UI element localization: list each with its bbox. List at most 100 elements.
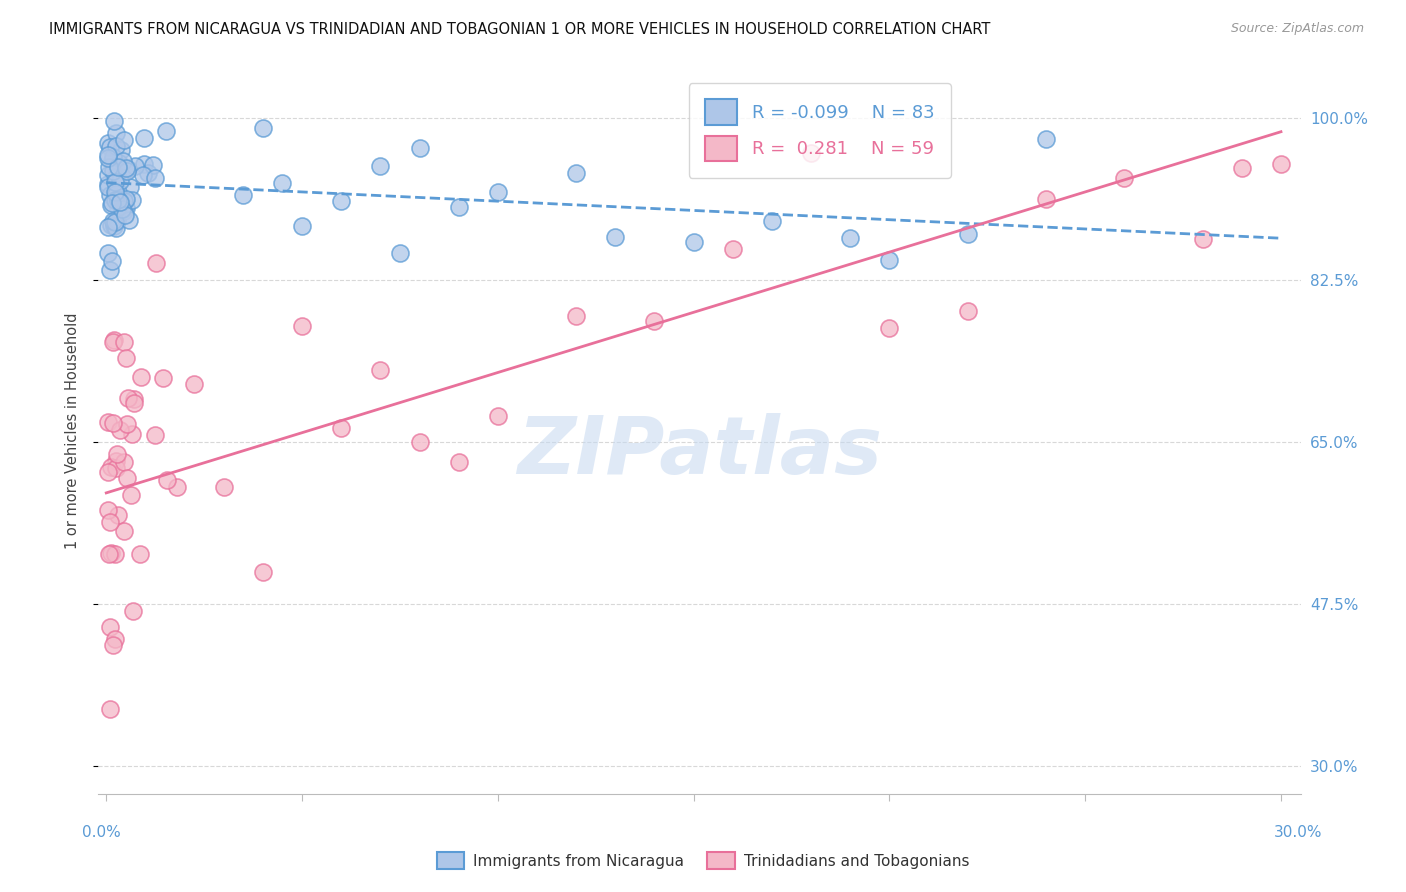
Point <box>104 127 127 141</box>
Point <box>121 426 143 441</box>
Point <box>97 179 120 194</box>
Point <box>107 200 129 214</box>
Point <box>124 159 146 173</box>
Point <box>408 435 430 450</box>
Point <box>100 218 122 232</box>
Point <box>103 416 125 430</box>
Point <box>682 235 704 249</box>
Point <box>98 547 121 561</box>
Point <box>97 502 120 516</box>
Point <box>104 215 127 229</box>
Point <box>98 620 121 634</box>
Point <box>101 163 124 178</box>
Point <box>155 124 177 138</box>
Point <box>120 488 142 502</box>
Point <box>98 140 121 154</box>
Point <box>122 603 145 617</box>
Point <box>956 304 979 318</box>
Point <box>1035 192 1057 206</box>
Point <box>486 409 509 423</box>
Point <box>156 473 179 487</box>
Point <box>252 121 274 136</box>
Point <box>132 157 155 171</box>
Point <box>115 471 138 485</box>
Point <box>103 150 125 164</box>
Point <box>142 158 165 172</box>
Point <box>252 565 274 579</box>
Legend: R = -0.099    N = 83, R =  0.281    N = 59: R = -0.099 N = 83, R = 0.281 N = 59 <box>689 83 950 178</box>
Point <box>118 180 141 194</box>
Point <box>100 701 122 715</box>
Point <box>100 197 122 211</box>
Point <box>100 460 122 475</box>
Point <box>388 245 411 260</box>
Text: Source: ZipAtlas.com: Source: ZipAtlas.com <box>1230 22 1364 36</box>
Point <box>1230 161 1253 176</box>
Point <box>370 159 392 173</box>
Point <box>447 455 470 469</box>
Point <box>97 168 120 182</box>
Point <box>839 230 862 244</box>
Point <box>1191 232 1213 246</box>
Point <box>143 170 166 185</box>
Point <box>97 246 120 260</box>
Point <box>98 263 121 277</box>
Point <box>104 547 127 561</box>
Point <box>100 153 122 168</box>
Point <box>112 204 135 219</box>
Point <box>117 161 139 176</box>
Point <box>800 145 823 160</box>
Point <box>101 253 124 268</box>
Point <box>565 309 588 323</box>
Point <box>112 524 135 538</box>
Point <box>112 455 135 469</box>
Point <box>104 461 127 475</box>
Point <box>447 200 470 214</box>
Point <box>605 230 627 244</box>
Point <box>145 427 167 442</box>
Point <box>105 169 128 184</box>
Point <box>118 212 141 227</box>
Point <box>166 480 188 494</box>
Point <box>112 153 135 168</box>
Point <box>232 188 254 202</box>
Point <box>101 335 124 350</box>
Point <box>105 213 128 227</box>
Point <box>565 166 588 180</box>
Point <box>212 480 235 494</box>
Point <box>103 114 125 128</box>
Point <box>115 192 138 206</box>
Point <box>98 160 121 174</box>
Point <box>122 392 145 406</box>
Point <box>721 242 744 256</box>
Point <box>98 188 121 202</box>
Point <box>104 138 127 153</box>
Point <box>104 187 127 202</box>
Point <box>105 193 128 207</box>
Point <box>104 632 127 646</box>
Point <box>330 421 353 435</box>
Text: IMMIGRANTS FROM NICARAGUA VS TRINIDADIAN AND TOBAGONIAN 1 OR MORE VEHICLES IN HO: IMMIGRANTS FROM NICARAGUA VS TRINIDADIAN… <box>49 22 991 37</box>
Point <box>107 194 129 208</box>
Point <box>114 161 136 175</box>
Point <box>129 369 152 384</box>
Text: ZIPatlas: ZIPatlas <box>517 413 882 491</box>
Point <box>97 177 120 191</box>
Point <box>330 194 353 208</box>
Point <box>104 193 127 207</box>
Point <box>97 465 120 479</box>
Point <box>114 208 136 222</box>
Point <box>112 335 135 350</box>
Point <box>879 253 901 268</box>
Point <box>1270 157 1292 171</box>
Point <box>97 147 120 161</box>
Point <box>97 415 120 429</box>
Point <box>97 220 120 235</box>
Point <box>136 166 159 180</box>
Point <box>104 454 127 468</box>
Point <box>112 194 135 209</box>
Point <box>97 136 120 150</box>
Point <box>408 141 430 155</box>
Point <box>108 174 131 188</box>
Point <box>956 227 979 241</box>
